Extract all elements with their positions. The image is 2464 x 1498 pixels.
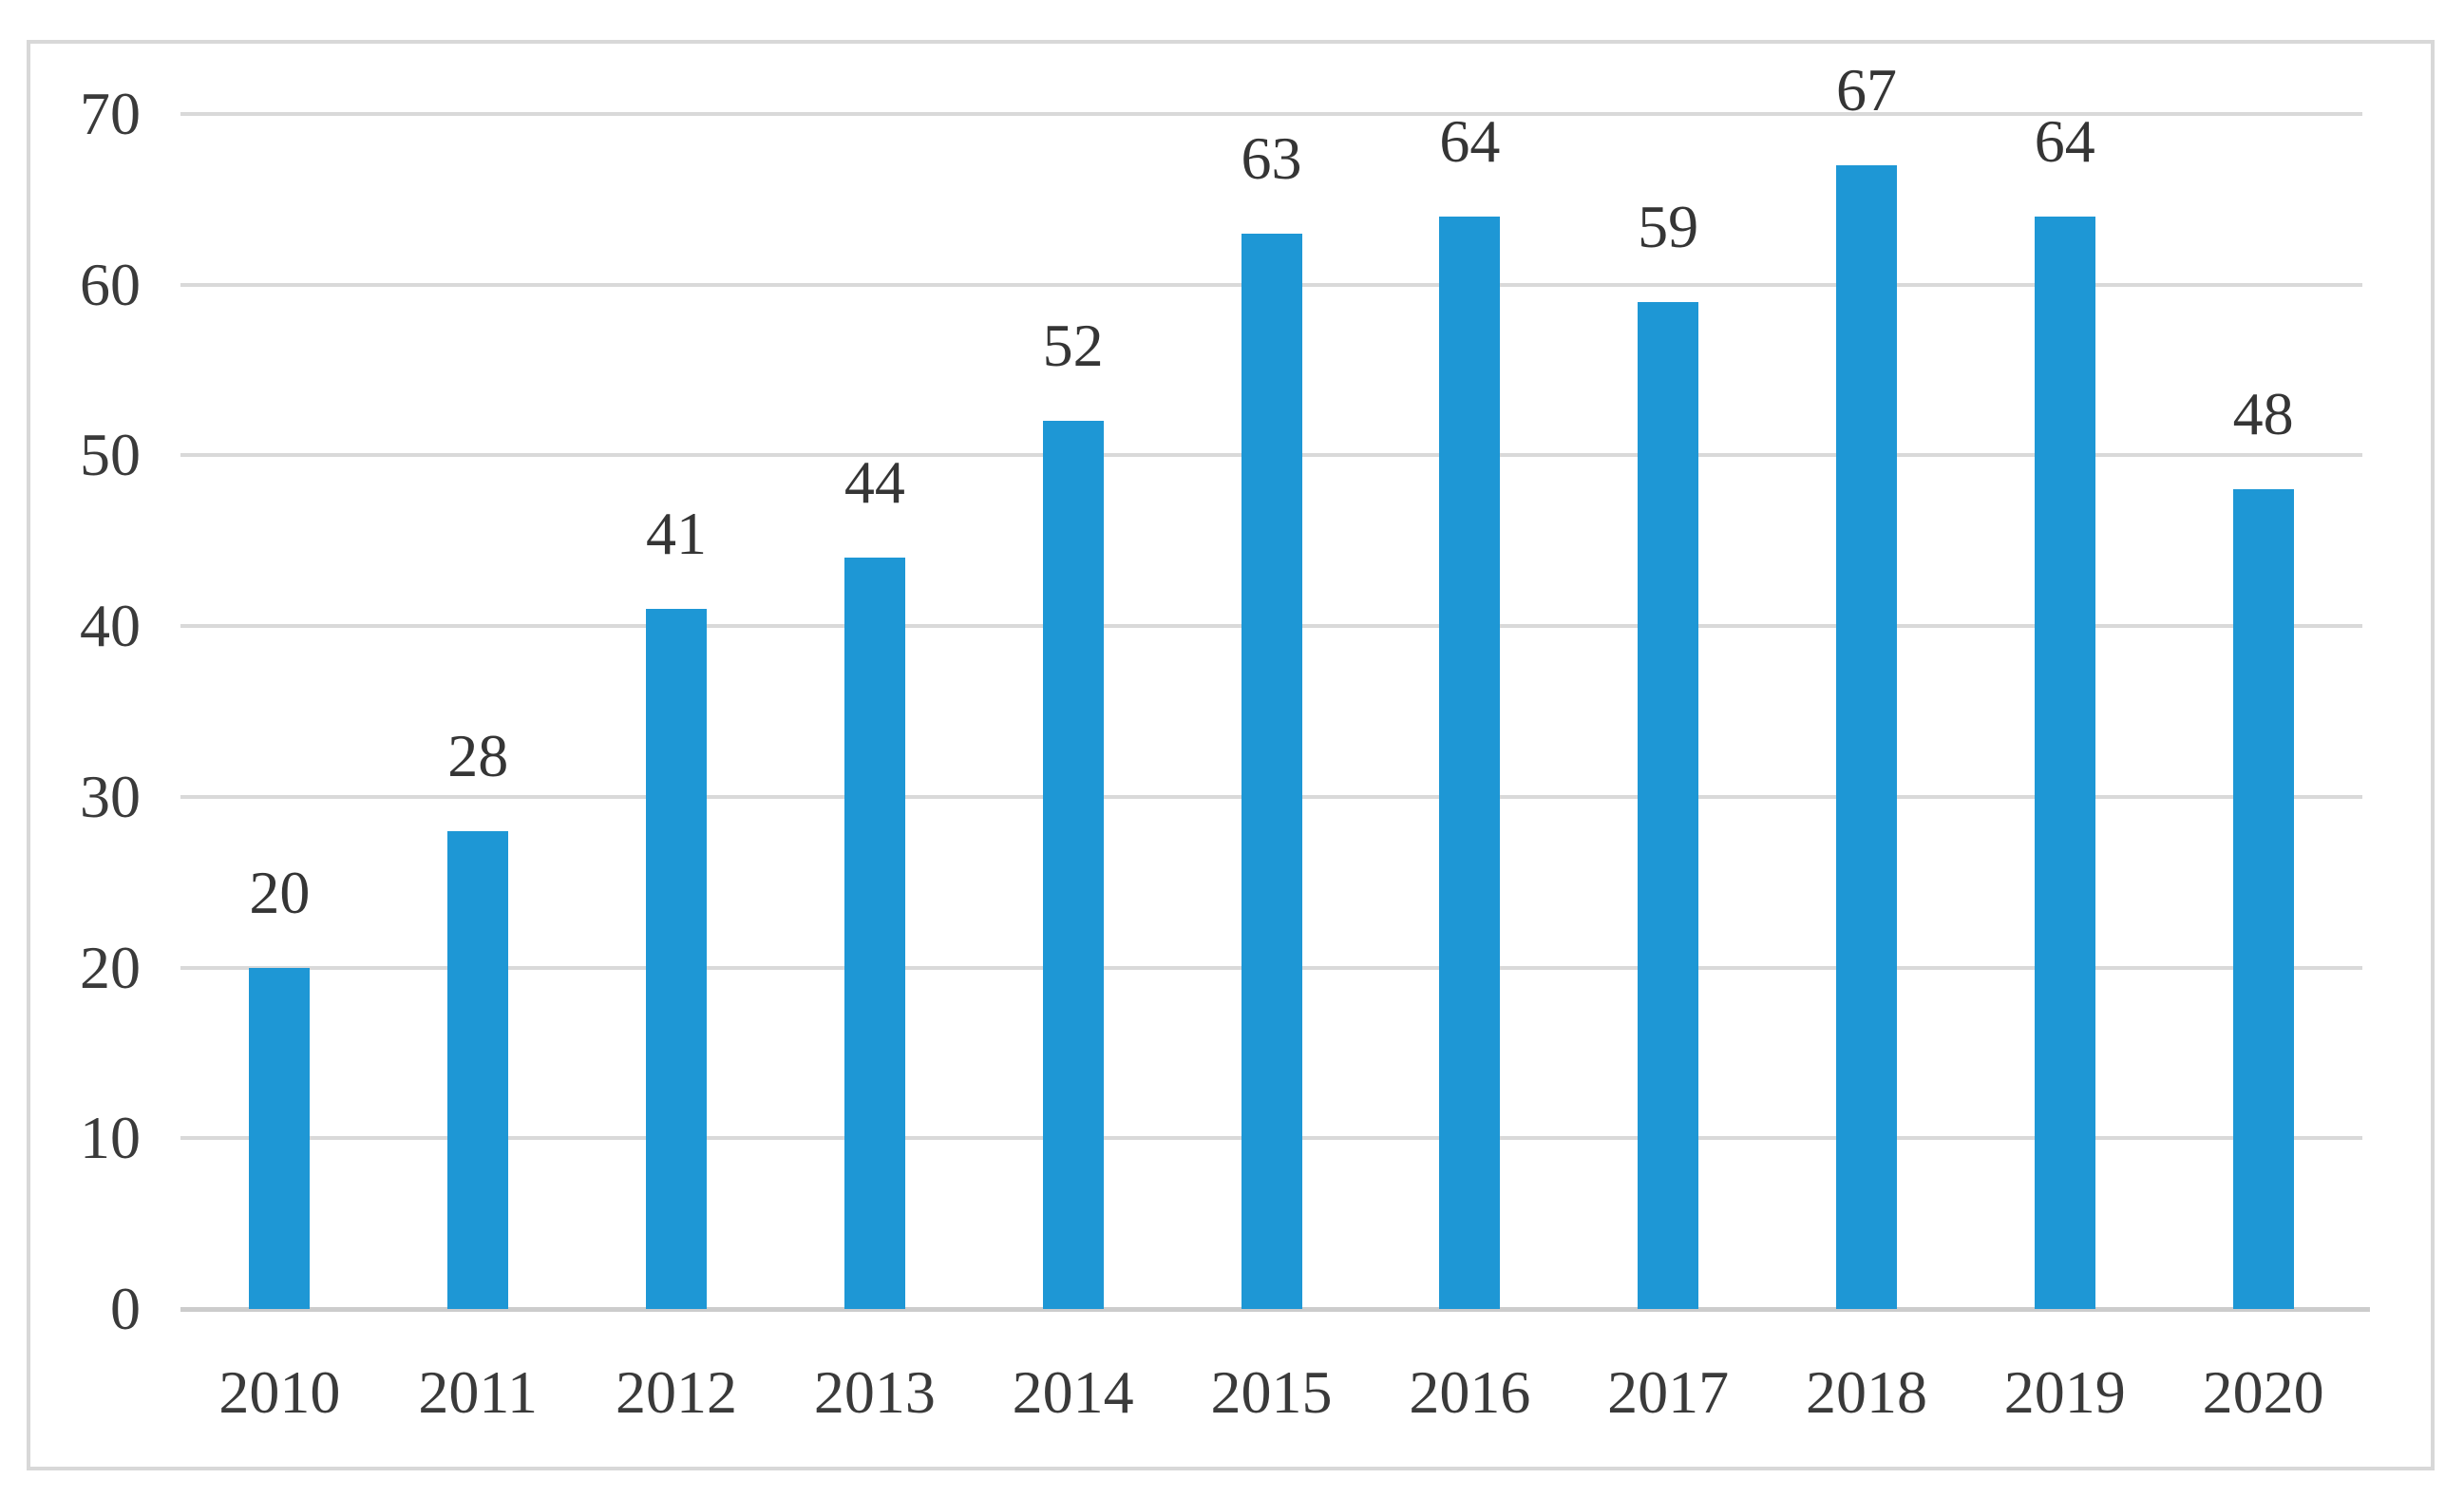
y-tick-label-0: 0 <box>110 1275 141 1342</box>
gridline-70 <box>180 112 2362 116</box>
bar-2019 <box>2034 216 2095 1309</box>
y-tick-label-20: 20 <box>80 933 141 1001</box>
x-axis-line <box>180 1307 2370 1312</box>
bar-2015 <box>1241 233 1302 1309</box>
x-tick-label-2011: 2011 <box>418 1358 539 1426</box>
bar-value-label-2017: 59 <box>1638 192 1699 260</box>
bar-value-label-2010: 20 <box>249 858 311 926</box>
bar-2014 <box>1042 421 1104 1309</box>
bar-value-label-2012: 41 <box>646 500 708 568</box>
x-tick-label-2010: 2010 <box>218 1358 341 1426</box>
bar-2018 <box>1835 164 1897 1309</box>
bar-value-label-2011: 28 <box>447 721 509 789</box>
x-tick-label-2016: 2016 <box>1409 1358 1531 1426</box>
x-tick-label-2018: 2018 <box>1805 1358 1927 1426</box>
x-tick-label-2019: 2019 <box>2003 1358 2126 1426</box>
bar-value-label-2015: 63 <box>1241 123 1302 192</box>
x-tick-label-2013: 2013 <box>813 1358 936 1426</box>
x-tick-label-2020: 2020 <box>2202 1358 2324 1426</box>
bar-value-label-2020: 48 <box>2232 380 2294 448</box>
x-tick-label-2015: 2015 <box>1210 1358 1333 1426</box>
bar-2011 <box>447 830 509 1309</box>
bar-value-label-2018: 67 <box>1835 55 1897 123</box>
bar-2016 <box>1439 216 1501 1309</box>
chart-frame <box>27 40 2435 1470</box>
y-tick-label-30: 30 <box>80 762 141 830</box>
y-tick-label-70: 70 <box>80 80 141 147</box>
bar-2012 <box>646 609 708 1309</box>
y-tick-label-50: 50 <box>80 421 141 489</box>
bar-2013 <box>843 558 905 1309</box>
bar-value-label-2014: 52 <box>1042 312 1104 380</box>
y-tick-label-10: 10 <box>80 1104 141 1172</box>
bar-value-label-2016: 64 <box>1439 106 1501 175</box>
bar-value-label-2013: 44 <box>843 448 905 517</box>
x-tick-label-2012: 2012 <box>616 1358 738 1426</box>
bar-value-label-2019: 64 <box>2034 106 2095 175</box>
bar-2017 <box>1638 301 1699 1309</box>
bar-2010 <box>249 967 311 1309</box>
x-tick-label-2017: 2017 <box>1607 1358 1730 1426</box>
y-tick-label-60: 60 <box>80 250 141 318</box>
bar-2020 <box>2232 489 2294 1309</box>
y-tick-label-40: 40 <box>80 592 141 660</box>
x-tick-label-2014: 2014 <box>1012 1358 1134 1426</box>
